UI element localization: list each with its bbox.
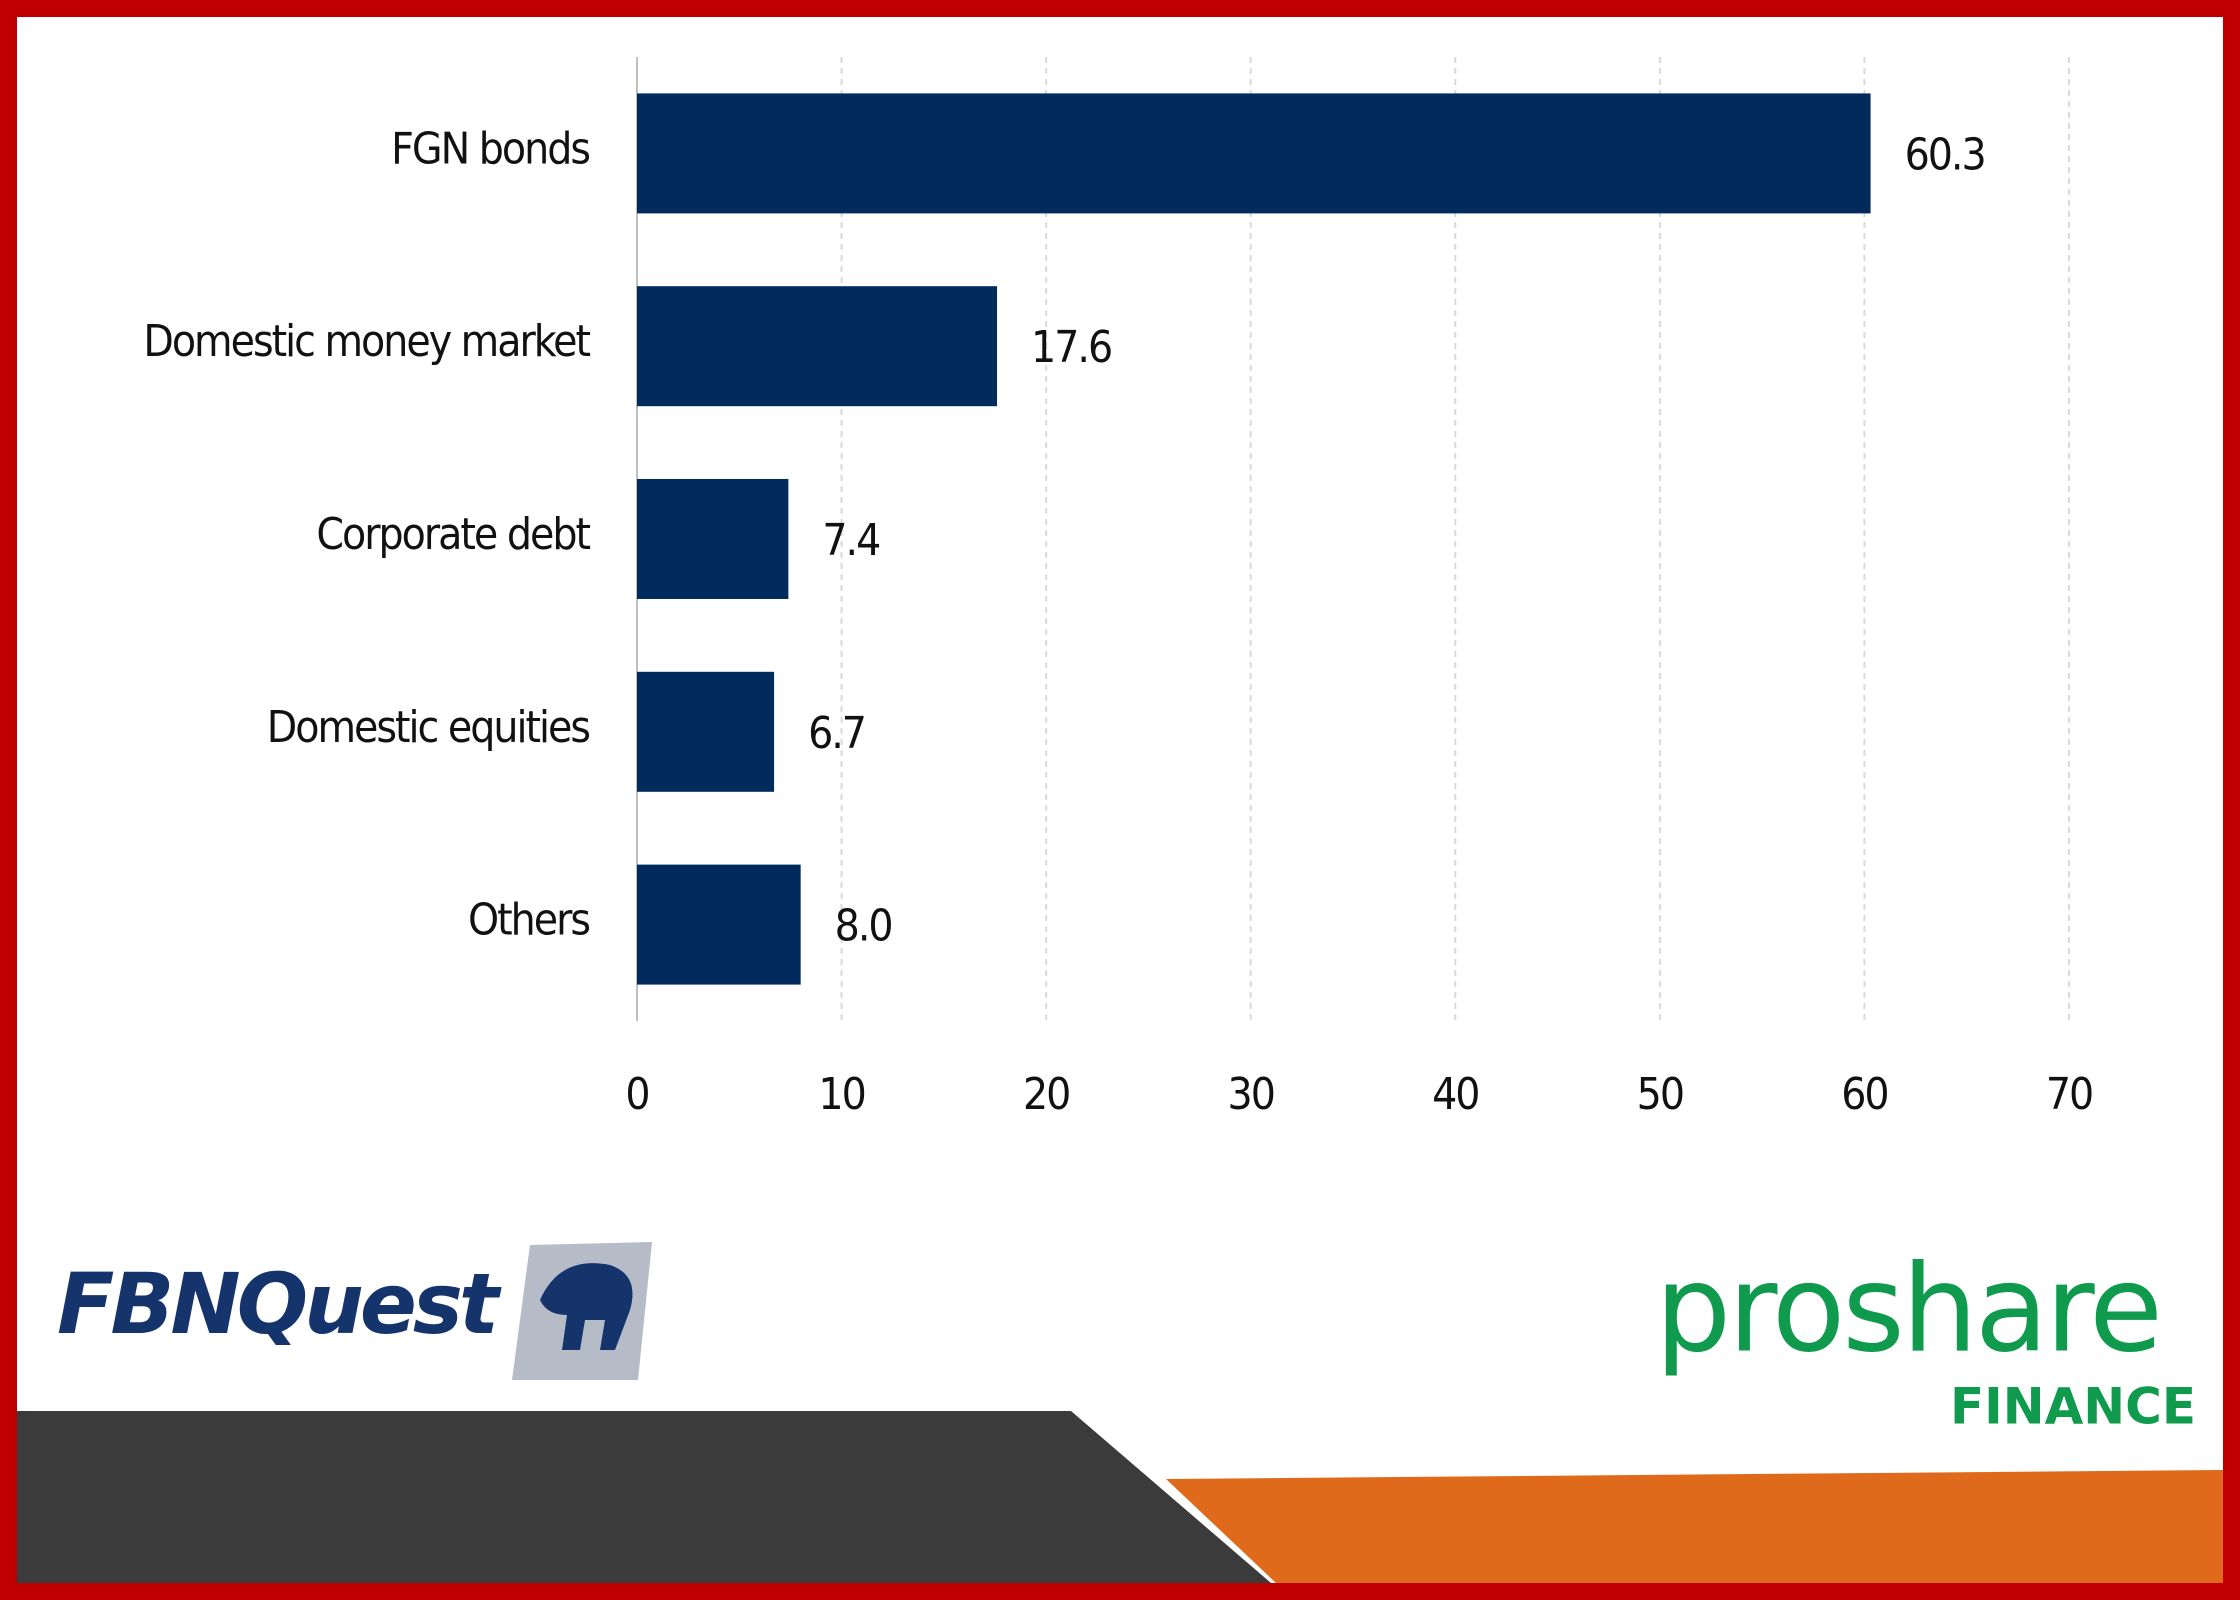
proshare-logo: proshare: [1655, 1241, 2160, 1380]
y-tick-label: Corporate debt: [316, 509, 590, 560]
x-tick-label: 70: [2046, 1069, 2092, 1120]
proshare-sub: FINANCE: [1950, 1378, 2196, 1436]
bar: [637, 479, 789, 599]
bar: [637, 286, 998, 407]
x-tick-label: 40: [1432, 1069, 1478, 1120]
bar: [637, 671, 775, 792]
value-label: 6.7: [808, 708, 865, 759]
value-label: 8.0: [835, 901, 892, 952]
bar: [637, 864, 801, 985]
value-label: 7.4: [822, 515, 879, 566]
value-label: 60.3: [1905, 129, 1985, 180]
x-tick-label: 10: [818, 1069, 864, 1120]
elephant-icon: [540, 1263, 633, 1350]
bar: [637, 93, 1871, 214]
chart: 0 10 20 30 40 50 60 70 FGN bonds 60.3 Domestic mon…: [143, 57, 2094, 1120]
x-tick-label: 50: [1637, 1069, 1683, 1120]
y-tick-label: Others: [468, 895, 589, 946]
fbnquest-logo: FBNQuest: [57, 1255, 502, 1353]
footer-band-dark: [17, 1411, 1271, 1583]
x-tick-label: 60: [1841, 1069, 1887, 1120]
x-tick-label: 0: [625, 1069, 648, 1120]
footer-band-orange: [1166, 1470, 2223, 1583]
y-tick-label: FGN bonds: [391, 123, 589, 174]
value-label: 17.6: [1031, 322, 1111, 373]
x-tick-label: 30: [1228, 1069, 1274, 1120]
y-tick-label: Domestic equities: [267, 702, 590, 753]
y-tick-label: Domestic money market: [143, 316, 590, 367]
x-tick-label: 20: [1023, 1069, 1069, 1120]
